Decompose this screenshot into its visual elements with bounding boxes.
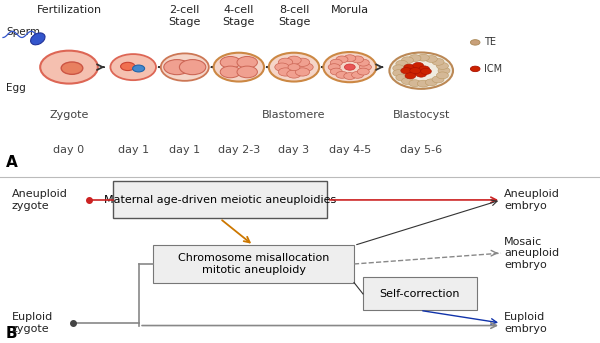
Circle shape bbox=[61, 62, 83, 74]
Circle shape bbox=[404, 64, 415, 70]
Text: Fertilization: Fertilization bbox=[37, 5, 101, 15]
Circle shape bbox=[470, 66, 480, 72]
Circle shape bbox=[295, 58, 310, 67]
Circle shape bbox=[396, 60, 408, 67]
Circle shape bbox=[409, 80, 421, 87]
Circle shape bbox=[121, 62, 135, 71]
Circle shape bbox=[407, 69, 418, 75]
Circle shape bbox=[393, 70, 405, 76]
Circle shape bbox=[328, 64, 340, 71]
Ellipse shape bbox=[31, 33, 45, 45]
Text: 8-cell
Stage: 8-cell Stage bbox=[278, 5, 310, 27]
Text: A: A bbox=[6, 155, 18, 170]
Text: day 1: day 1 bbox=[169, 145, 200, 155]
Circle shape bbox=[344, 64, 355, 70]
Circle shape bbox=[336, 56, 348, 63]
Text: Blastomere: Blastomere bbox=[262, 109, 326, 119]
Circle shape bbox=[269, 53, 319, 82]
Circle shape bbox=[323, 52, 376, 82]
Circle shape bbox=[237, 66, 257, 78]
Circle shape bbox=[409, 55, 421, 61]
Text: Zygote: Zygote bbox=[49, 109, 89, 119]
Circle shape bbox=[358, 68, 370, 75]
Circle shape bbox=[418, 80, 430, 87]
Text: Self-correction: Self-correction bbox=[380, 289, 460, 299]
Circle shape bbox=[330, 59, 342, 66]
Circle shape bbox=[405, 73, 416, 79]
Text: TE: TE bbox=[484, 37, 496, 47]
Circle shape bbox=[344, 55, 356, 62]
Circle shape bbox=[401, 68, 412, 74]
Circle shape bbox=[287, 70, 301, 78]
Circle shape bbox=[330, 68, 342, 75]
Circle shape bbox=[401, 78, 413, 84]
Circle shape bbox=[287, 56, 301, 64]
Circle shape bbox=[179, 60, 206, 75]
Text: Blastocyst: Blastocyst bbox=[392, 109, 450, 119]
Text: day 5-6: day 5-6 bbox=[400, 145, 442, 155]
Circle shape bbox=[358, 59, 370, 66]
Circle shape bbox=[275, 63, 289, 71]
Text: 4-cell
Stage: 4-cell Stage bbox=[223, 5, 255, 27]
Circle shape bbox=[419, 66, 430, 72]
Circle shape bbox=[438, 67, 450, 74]
Circle shape bbox=[336, 71, 348, 78]
Circle shape bbox=[470, 40, 480, 45]
Circle shape bbox=[278, 58, 293, 67]
Circle shape bbox=[421, 68, 431, 74]
Text: day 1: day 1 bbox=[118, 145, 149, 155]
Circle shape bbox=[425, 79, 437, 86]
Circle shape bbox=[295, 68, 310, 76]
Circle shape bbox=[393, 65, 405, 72]
Text: ICM: ICM bbox=[484, 64, 502, 74]
Circle shape bbox=[278, 68, 293, 76]
Text: 2-cell
Stage: 2-cell Stage bbox=[169, 5, 201, 27]
Circle shape bbox=[161, 54, 209, 81]
Text: Aneuploid
zygote: Aneuploid zygote bbox=[12, 189, 68, 211]
Text: Morula: Morula bbox=[331, 5, 369, 15]
Text: Aneuploid
embryo: Aneuploid embryo bbox=[504, 189, 560, 211]
Circle shape bbox=[344, 73, 356, 80]
FancyBboxPatch shape bbox=[153, 246, 354, 283]
FancyBboxPatch shape bbox=[113, 181, 327, 218]
Circle shape bbox=[432, 58, 444, 65]
Text: Maternal age-driven meiotic aneuploidies: Maternal age-driven meiotic aneuploidies bbox=[104, 195, 336, 205]
Text: Egg: Egg bbox=[6, 83, 26, 93]
Circle shape bbox=[352, 71, 364, 78]
Text: Chromosome misallocation
mitotic aneuploidy: Chromosome misallocation mitotic aneuplo… bbox=[178, 253, 329, 275]
Circle shape bbox=[432, 76, 444, 83]
Circle shape bbox=[40, 51, 98, 84]
Circle shape bbox=[389, 52, 453, 89]
Text: Euploid
zygote: Euploid zygote bbox=[12, 312, 53, 334]
Text: Sperm: Sperm bbox=[6, 27, 40, 37]
Circle shape bbox=[220, 66, 241, 78]
Circle shape bbox=[133, 65, 145, 72]
Circle shape bbox=[110, 54, 156, 80]
Circle shape bbox=[288, 64, 300, 71]
Circle shape bbox=[352, 56, 364, 63]
Circle shape bbox=[220, 57, 241, 68]
Circle shape bbox=[413, 62, 424, 69]
Circle shape bbox=[436, 72, 448, 79]
Circle shape bbox=[418, 54, 430, 61]
FancyBboxPatch shape bbox=[363, 277, 477, 310]
Circle shape bbox=[425, 56, 437, 62]
Text: day 2-3: day 2-3 bbox=[218, 145, 260, 155]
Circle shape bbox=[401, 57, 413, 64]
Circle shape bbox=[299, 63, 313, 71]
Circle shape bbox=[214, 53, 264, 82]
Circle shape bbox=[164, 60, 190, 75]
Text: day 4-5: day 4-5 bbox=[329, 145, 371, 155]
Circle shape bbox=[396, 74, 408, 81]
Text: day 3: day 3 bbox=[278, 145, 310, 155]
Text: Euploid
embryo: Euploid embryo bbox=[504, 312, 547, 334]
Text: Mosaic
aneuploid
embryo: Mosaic aneuploid embryo bbox=[504, 237, 559, 270]
Circle shape bbox=[436, 62, 448, 69]
Circle shape bbox=[237, 57, 257, 68]
Circle shape bbox=[416, 71, 427, 77]
Circle shape bbox=[359, 64, 371, 71]
Text: day 0: day 0 bbox=[53, 145, 85, 155]
Circle shape bbox=[410, 68, 421, 74]
Text: B: B bbox=[6, 326, 17, 341]
